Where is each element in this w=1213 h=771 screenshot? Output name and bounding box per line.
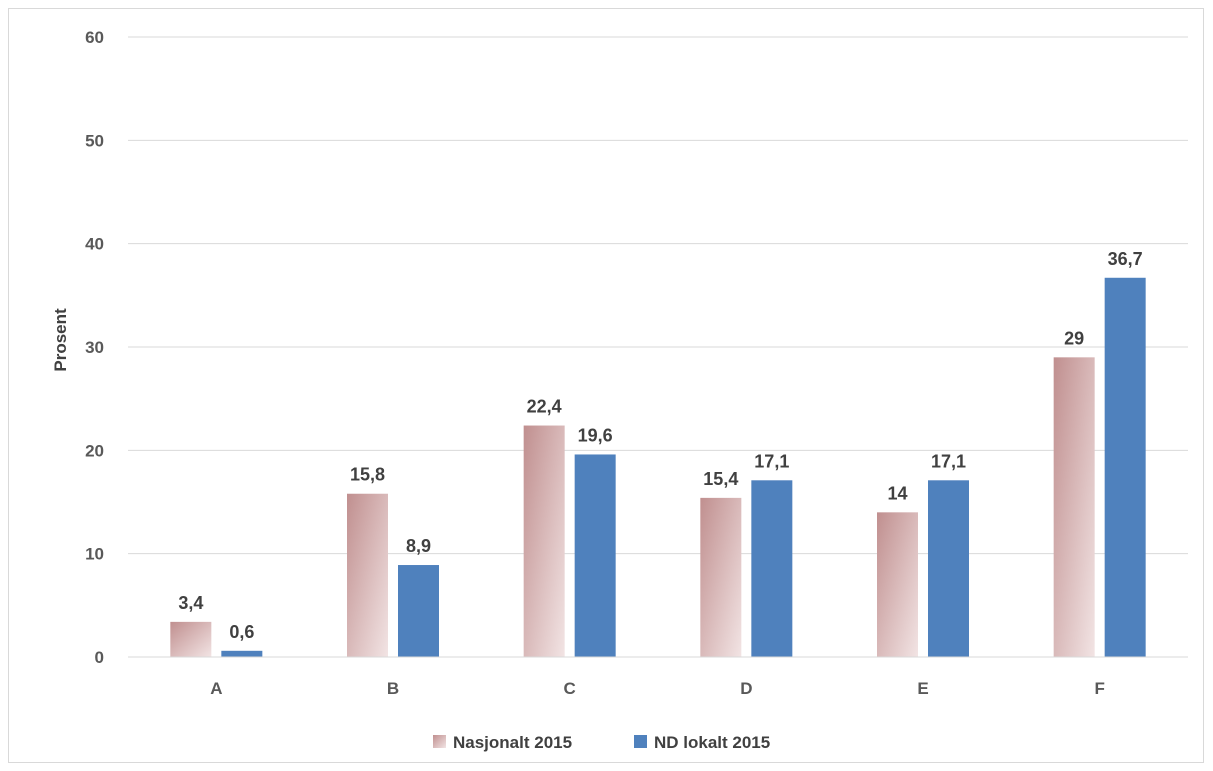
data-label: 17,1 bbox=[754, 451, 789, 471]
bar-nd-lokalt-b bbox=[398, 565, 439, 657]
legend-swatch bbox=[634, 735, 647, 748]
legend-label: Nasjonalt 2015 bbox=[453, 733, 572, 752]
data-label: 3,4 bbox=[178, 593, 203, 613]
bar-nasjonalt-f bbox=[1053, 357, 1095, 657]
y-tick-label: 10 bbox=[85, 545, 104, 564]
data-label: 8,9 bbox=[406, 536, 431, 556]
bar-nd-lokalt-e bbox=[928, 480, 969, 657]
y-tick-label: 50 bbox=[85, 131, 104, 150]
data-label: 29 bbox=[1064, 328, 1084, 348]
x-tick-label: F bbox=[1094, 679, 1104, 698]
x-tick-label: A bbox=[210, 679, 222, 698]
y-tick-label: 30 bbox=[85, 338, 104, 357]
y-tick-label: 40 bbox=[85, 235, 104, 254]
data-label: 14 bbox=[887, 483, 907, 503]
x-tick-label: E bbox=[917, 679, 928, 698]
bar-nd-lokalt-d bbox=[751, 480, 793, 657]
y-tick-label: 0 bbox=[95, 648, 104, 667]
x-tick-label: C bbox=[564, 679, 576, 698]
x-tick-label: D bbox=[740, 679, 752, 698]
data-label: 22,4 bbox=[527, 397, 562, 417]
data-label: 17,1 bbox=[931, 451, 966, 471]
bar-nasjonalt-e bbox=[877, 512, 918, 657]
bar-nasjonalt-b bbox=[347, 493, 388, 657]
y-axis-ticks: 0 10 20 30 40 50 60 bbox=[85, 28, 104, 667]
bar-nd-lokalt-c bbox=[574, 454, 616, 657]
data-label: 15,4 bbox=[703, 469, 738, 489]
bar-nasjonalt-c bbox=[523, 425, 565, 657]
bars: 3,4 0,6 15,8 8,9 22,4 19,6 15,4 17,1 14 17,1 29 36,… bbox=[170, 249, 1146, 657]
gridlines bbox=[128, 36, 1188, 658]
bar-nd-lokalt-a bbox=[221, 650, 263, 657]
legend-label: ND lokalt 2015 bbox=[654, 733, 770, 752]
y-tick-label: 60 bbox=[85, 28, 104, 47]
data-label: 36,7 bbox=[1108, 249, 1143, 269]
data-label: 19,6 bbox=[578, 425, 613, 445]
y-axis-title: Prosent bbox=[51, 308, 70, 372]
bar-nasjonalt-d bbox=[700, 497, 742, 657]
x-axis-ticks: A B C D E F bbox=[128, 656, 1188, 698]
legend-swatch bbox=[433, 735, 446, 748]
y-tick-label: 20 bbox=[85, 441, 104, 460]
bar-nasjonalt-a bbox=[170, 621, 212, 657]
bar-nd-lokalt-f bbox=[1104, 277, 1146, 657]
x-tick-label: B bbox=[387, 679, 399, 698]
legend: Nasjonalt 2015 ND lokalt 2015 bbox=[433, 733, 770, 752]
data-label: 15,8 bbox=[350, 465, 385, 485]
data-label: 0,6 bbox=[229, 622, 254, 642]
